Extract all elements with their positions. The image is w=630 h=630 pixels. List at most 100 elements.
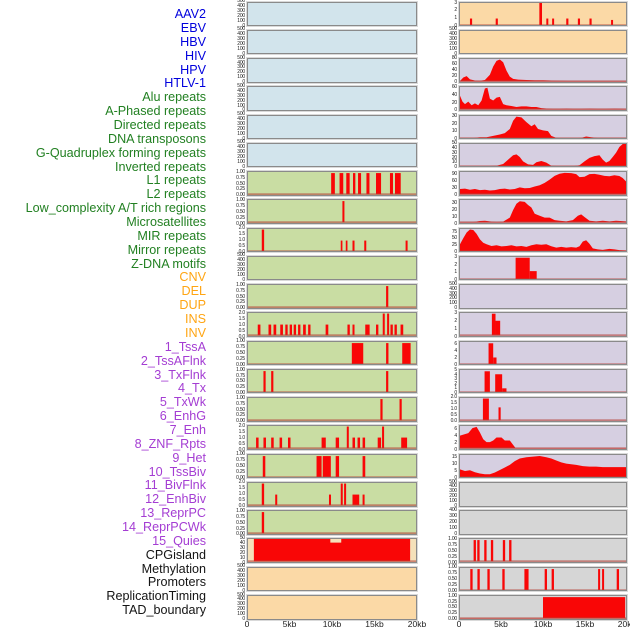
- track-signal: [248, 313, 416, 336]
- y-tick-label: 20: [239, 549, 245, 556]
- track-label-inverted-repeats: Inverted repeats: [114, 159, 206, 174]
- track-panel-inverted-repeats: [247, 312, 417, 337]
- y-tick-label: 1.00: [236, 451, 245, 458]
- y-tick-label: 0: [454, 333, 457, 340]
- y-tick-label: 400: [449, 285, 457, 292]
- y-tick-label: 100: [237, 46, 245, 53]
- track-signal: [460, 116, 626, 139]
- track-panel-14_reprpcwk: [459, 425, 627, 450]
- track-signal: [248, 144, 416, 167]
- y-tick-label: 100: [237, 130, 245, 137]
- y-tick-label: 1.5: [450, 400, 458, 407]
- y-tick-label: 2: [454, 439, 457, 446]
- y-tick-label: 300: [237, 7, 245, 14]
- x-tick-label: 15kb: [575, 619, 595, 629]
- y-tick-label: 0.50: [448, 604, 457, 611]
- track-panel-cnv: [247, 538, 417, 564]
- y-tick-label: 60: [451, 61, 457, 68]
- track-label-3_txflnk: 3_TxFlnk: [154, 367, 206, 382]
- y-tick-label: 6: [454, 426, 457, 433]
- y-tick-label: 0.0: [238, 248, 246, 255]
- y-tick-label: 0: [242, 107, 245, 114]
- track-signal: [248, 257, 416, 280]
- y-tick-label: 500: [237, 252, 245, 259]
- track-label-tad_boundary: TAD_boundary: [122, 603, 206, 618]
- y-tick-label: 2.0: [450, 394, 458, 401]
- y-tick-label: 300: [237, 149, 245, 156]
- y-tick-label: 1.5: [238, 315, 246, 322]
- y-tick-label: 0.0: [238, 333, 246, 340]
- track-label-mir-repeats: MIR repeats: [137, 228, 206, 243]
- y-tick-label: 300: [449, 36, 457, 43]
- y-tick-label: 4: [454, 347, 457, 354]
- y-tick-label: 0.75: [236, 174, 245, 181]
- track-signal: [248, 3, 416, 26]
- y-tick-label: 6: [454, 340, 457, 347]
- track-signal: [460, 2, 626, 26]
- y-tick-label: 1.0: [238, 321, 246, 328]
- y-tick-label: 300: [449, 512, 457, 519]
- y-tick-label: 0.00: [448, 559, 457, 566]
- y-tick-label: 4: [454, 371, 457, 378]
- track-signal: [460, 371, 626, 393]
- track-panel-mir-repeats: [247, 453, 417, 479]
- track-panel-dup: [247, 594, 417, 620]
- y-tick-label: 0.50: [236, 406, 245, 413]
- track-label-replicationtiming: ReplicationTiming: [106, 589, 206, 604]
- y-tick-label: 0.50: [448, 547, 457, 554]
- track-label-15_quies: 15_Quies: [152, 533, 206, 548]
- track-panel-mirror-repeats: [247, 481, 417, 507]
- track-panel-promoters: [459, 538, 627, 564]
- y-tick-label: 1: [454, 269, 457, 276]
- track-label-12_enhbiv: 12_EnhBiv: [145, 492, 206, 507]
- y-tick-label: 500: [237, 82, 245, 89]
- y-tick-label: 0.00: [236, 474, 245, 481]
- y-tick-label: 10: [451, 128, 457, 135]
- y-tick-label: 400: [237, 3, 245, 10]
- track-label-6_enhg: 6_EnhG: [159, 409, 206, 424]
- y-tick-label: 0.75: [236, 287, 245, 294]
- y-tick-label: 0.50: [236, 208, 245, 215]
- y-tick-label: 100: [237, 582, 245, 589]
- y-tick-label: 0.25: [448, 610, 457, 617]
- y-tick-label: 5: [454, 467, 457, 474]
- y-tick-label: 0.5: [238, 497, 246, 504]
- track-label-ins: INS: [185, 312, 206, 327]
- track-label-dup: DUP: [179, 298, 206, 313]
- y-tick-label: 0.25: [448, 582, 457, 589]
- track-panel-3_txflnk: [459, 114, 627, 140]
- track-label-l2-repeats: L2 repeats: [146, 187, 206, 202]
- y-tick-label: 400: [237, 59, 245, 66]
- track-panel-cpgisland: [459, 481, 627, 507]
- y-tick-label: 100: [237, 159, 245, 166]
- track-signal: [248, 483, 416, 506]
- track-panel-htlv-1: [247, 142, 417, 168]
- track-panel-8_znf_rpts: [459, 255, 627, 281]
- track-signal: [248, 201, 416, 223]
- y-tick-label: 200: [237, 125, 245, 132]
- x-tick-label: 15kb: [365, 619, 384, 629]
- track-label-4_tx: 4_Tx: [178, 381, 206, 396]
- y-tick-label: 0.75: [236, 513, 245, 520]
- track-panel-10_tssbiv: [459, 312, 627, 337]
- track-panel-g-quadruplex-forming-repeats: [247, 284, 417, 309]
- y-tick-label: 0: [454, 107, 457, 114]
- track-label-7_enh: 7_Enh: [169, 422, 206, 437]
- track-signal: [460, 31, 626, 54]
- y-tick-label: 1.0: [450, 406, 458, 413]
- track-signal: [460, 87, 626, 110]
- y-tick-label: 3: [454, 253, 457, 260]
- y-tick-label: 400: [237, 596, 245, 603]
- y-tick-label: 400: [449, 506, 457, 513]
- x-tick-label: 10kb: [533, 619, 553, 629]
- y-tick-label: 300: [237, 120, 245, 127]
- y-tick-label: 1.5: [238, 230, 246, 237]
- y-tick-label: 100: [237, 611, 245, 618]
- y-tick-label: 75: [451, 228, 457, 235]
- track-signal: [248, 455, 416, 478]
- y-tick-label: 0.75: [236, 202, 245, 209]
- y-tick-label: 100: [237, 74, 245, 81]
- y-tick-label: 0: [454, 22, 457, 29]
- track-signal: [248, 370, 416, 393]
- y-tick-label: 0.25: [448, 598, 457, 605]
